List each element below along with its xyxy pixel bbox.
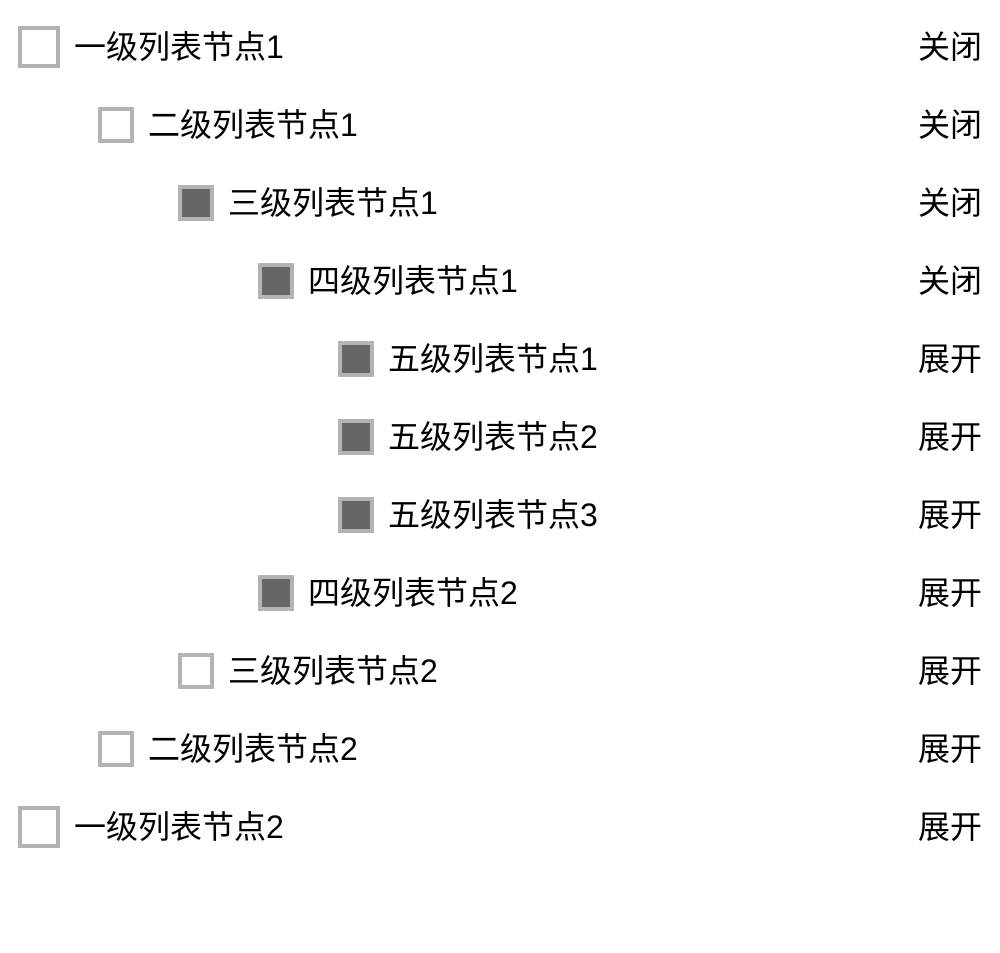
- tree-node-label: 二级列表节点2: [148, 733, 358, 765]
- tree-node-checkbox[interactable]: [178, 185, 214, 221]
- tree-node-level-1: 二级列表节点2 展开: [18, 710, 982, 788]
- tree-node-checkbox[interactable]: [258, 263, 294, 299]
- tree-node-label: 二级列表节点1: [148, 109, 358, 141]
- tree-node-label: 一级列表节点2: [74, 811, 284, 843]
- tree-node-checkbox[interactable]: [98, 731, 134, 767]
- tree-node-label: 四级列表节点1: [308, 265, 518, 297]
- tree-node-level-3: 四级列表节点2 展开: [18, 554, 982, 632]
- tree-node-level-3: 四级列表节点1 关闭: [18, 242, 982, 320]
- tree-node-toggle[interactable]: 展开: [918, 499, 982, 531]
- tree-node-toggle[interactable]: 展开: [918, 577, 982, 609]
- tree-node-toggle[interactable]: 展开: [918, 733, 982, 765]
- tree-node-level-2: 三级列表节点1 关闭: [18, 164, 982, 242]
- tree-node-checkbox[interactable]: [178, 653, 214, 689]
- tree-node-toggle[interactable]: 展开: [918, 655, 982, 687]
- tree-node-checkbox[interactable]: [338, 497, 374, 533]
- tree-node-label: 四级列表节点2: [308, 577, 518, 609]
- tree-node-level-4: 五级列表节点2 展开: [18, 398, 982, 476]
- tree-node-checkbox[interactable]: [338, 419, 374, 455]
- tree-node-checkbox[interactable]: [18, 806, 60, 848]
- tree-node-level-0: 一级列表节点2 展开: [18, 788, 982, 866]
- tree-node-checkbox[interactable]: [258, 575, 294, 611]
- tree-list: 一级列表节点1关闭二级列表节点1关闭三级列表节点1关闭四级列表节点1关闭五级列表…: [0, 0, 1000, 874]
- tree-node-toggle[interactable]: 展开: [918, 421, 982, 453]
- tree-node-level-1: 二级列表节点1 关闭: [18, 86, 982, 164]
- tree-node-toggle[interactable]: 关闭: [918, 109, 982, 141]
- tree-node-checkbox[interactable]: [338, 341, 374, 377]
- tree-node-toggle[interactable]: 展开: [918, 811, 982, 843]
- tree-node-toggle[interactable]: 关闭: [918, 31, 982, 63]
- tree-node-level-0: 一级列表节点1 关闭: [18, 8, 982, 86]
- tree-node-label: 一级列表节点1: [74, 31, 284, 63]
- tree-node-checkbox[interactable]: [18, 26, 60, 68]
- tree-node-label: 五级列表节点3: [388, 499, 598, 531]
- tree-node-toggle[interactable]: 关闭: [918, 265, 982, 297]
- tree-node-label: 三级列表节点1: [228, 187, 438, 219]
- tree-node-checkbox[interactable]: [98, 107, 134, 143]
- tree-node-label: 三级列表节点2: [228, 655, 438, 687]
- tree-node-label: 五级列表节点1: [388, 343, 598, 375]
- tree-node-level-4: 五级列表节点1 展开: [18, 320, 982, 398]
- tree-node-level-2: 三级列表节点2 展开: [18, 632, 982, 710]
- tree-node-level-4: 五级列表节点3 展开: [18, 476, 982, 554]
- tree-node-toggle[interactable]: 关闭: [918, 187, 982, 219]
- tree-node-toggle[interactable]: 展开: [918, 343, 982, 375]
- tree-node-label: 五级列表节点2: [388, 421, 598, 453]
